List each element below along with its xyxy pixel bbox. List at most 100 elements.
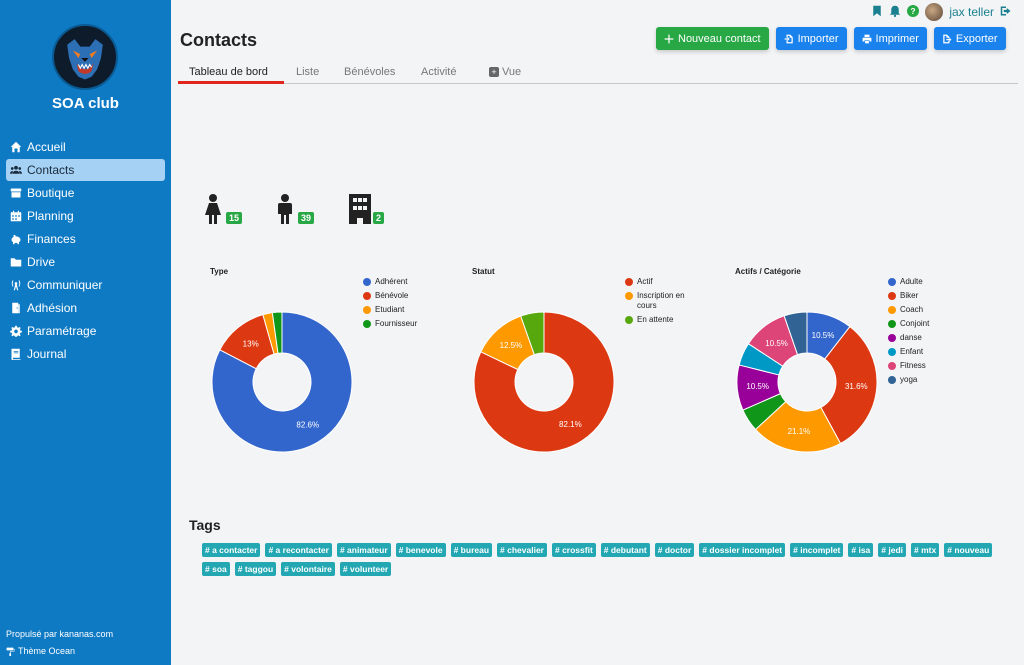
theme-label: Thème Ocean: [18, 646, 76, 656]
sidebar-item-accueil[interactable]: Accueil: [6, 136, 165, 158]
legend-label: Bénévole: [375, 291, 409, 300]
sidebar-item-planning[interactable]: Planning: [6, 205, 165, 227]
import-button[interactable]: Importer: [775, 27, 847, 50]
tab-tableau-de-bord[interactable]: Tableau de bord: [189, 66, 268, 78]
tag-chip[interactable]: # chevalier: [497, 543, 547, 557]
legend-label: En attente: [637, 315, 674, 324]
button-label: Importer: [797, 32, 839, 45]
legend-item[interactable]: Enfant: [888, 347, 960, 357]
stat-female: 15: [201, 193, 243, 225]
legend-item[interactable]: Actif: [625, 277, 697, 287]
legend-item[interactable]: Inscription en cours: [625, 291, 697, 311]
legend-item[interactable]: Coach: [888, 305, 960, 315]
legend-item[interactable]: Biker: [888, 291, 960, 301]
chart-title: Statut: [472, 267, 495, 276]
page-title: Contacts: [180, 30, 258, 50]
tag-chip[interactable]: # debutant: [600, 543, 650, 557]
print-button[interactable]: Imprimer: [853, 27, 927, 50]
logout-icon[interactable]: [1000, 5, 1012, 20]
tag-chip[interactable]: # a recontacter: [265, 543, 332, 557]
legend-item[interactable]: Fournisseur: [363, 319, 435, 329]
slice-yoga[interactable]: [783, 311, 808, 356]
legend-label: Conjoint: [900, 319, 930, 328]
slice-coach[interactable]: [754, 400, 842, 453]
slice-fournisseur[interactable]: [271, 311, 283, 354]
legend-item[interactable]: Bénévole: [363, 291, 435, 301]
piggy-bank-icon: [9, 232, 23, 246]
legend-item[interactable]: En attente: [625, 315, 697, 325]
slice-biker[interactable]: [820, 325, 878, 445]
legend-swatch: [888, 334, 896, 342]
tag-chip[interactable]: # mtx: [911, 543, 940, 557]
legend-item[interactable]: Conjoint: [888, 319, 960, 329]
users-icon: [9, 163, 23, 177]
donut-chart-statut: 82.1% 12.5%: [473, 311, 615, 453]
legend-item[interactable]: Adulte: [888, 277, 960, 287]
new-contact-button[interactable]: Nouveau contact: [656, 27, 769, 50]
theme-selector[interactable]: Thème Ocean: [6, 646, 75, 656]
tag-chip[interactable]: # benevole: [395, 543, 446, 557]
file-import-icon: [784, 34, 793, 43]
slice-en-attente[interactable]: [520, 311, 545, 356]
export-button[interactable]: Exporter: [933, 27, 1006, 50]
legend-swatch: [363, 292, 371, 300]
tab-benevoles[interactable]: Bénévoles: [344, 66, 396, 78]
tag-chip[interactable]: # volunteer: [339, 562, 392, 576]
help-icon[interactable]: ?: [907, 4, 920, 20]
club-name: SOA club: [52, 95, 119, 112]
tag-chip[interactable]: # bureau: [450, 543, 493, 557]
sidebar-item-journal[interactable]: Journal: [6, 343, 165, 365]
tab-activite[interactable]: Activité: [421, 66, 457, 78]
plus-icon: [664, 34, 674, 43]
bear-logo-icon: [55, 27, 115, 87]
legend-label: yoga: [900, 375, 918, 384]
avatar[interactable]: [925, 3, 944, 21]
tag-chip[interactable]: # crossfit: [551, 543, 596, 557]
sidebar: SOA club Accueil Contacts Boutique Plann…: [0, 0, 171, 665]
tab-liste[interactable]: Liste: [296, 66, 320, 78]
tag-chip[interactable]: # incomplet: [790, 543, 844, 557]
tag-chip[interactable]: # isa: [848, 543, 874, 557]
legend-item[interactable]: Fitness: [888, 361, 960, 371]
button-label: Nouveau contact: [678, 32, 761, 45]
tag-chip[interactable]: # jedi: [878, 543, 907, 557]
slice-adhérent[interactable]: [211, 311, 353, 453]
legend-label: Fournisseur: [375, 319, 418, 328]
sidebar-item-contacts[interactable]: Contacts: [6, 159, 165, 181]
legend-swatch: [625, 278, 633, 286]
tag-chip[interactable]: # animateur: [336, 543, 391, 557]
tag-chip[interactable]: # taggou: [234, 562, 277, 576]
legend-label: Fitness: [900, 361, 926, 370]
tag-chip[interactable]: # a contacter: [202, 543, 261, 557]
sidebar-item-drive[interactable]: Drive: [6, 251, 165, 273]
user-name[interactable]: jax teller: [949, 5, 994, 19]
donut-chart-actifs-categorie: 10.5% 31.6% 21.1% 10.5% 10.5%: [736, 311, 878, 453]
legend-item[interactable]: Adhérent: [363, 277, 435, 287]
calendar-icon: [9, 209, 23, 223]
bookmark-icon[interactable]: [871, 5, 883, 20]
plus-square-icon: +: [489, 67, 499, 77]
sidebar-item-label: Paramétrage: [27, 324, 97, 338]
tag-chip[interactable]: # dossier incomplet: [699, 543, 786, 557]
tag-chip[interactable]: # nouveau: [944, 543, 993, 557]
legend-item[interactable]: yoga: [888, 375, 960, 385]
sidebar-item-communiquer[interactable]: Communiquer: [6, 274, 165, 296]
slice-label: 12.5%: [500, 341, 523, 350]
legend-label: Etudiant: [375, 305, 405, 314]
slice-actif[interactable]: [473, 311, 615, 453]
sidebar-item-parametrage[interactable]: Paramétrage: [6, 320, 165, 342]
tag-chip[interactable]: # doctor: [654, 543, 695, 557]
sidebar-item-finances[interactable]: Finances: [6, 228, 165, 250]
bell-icon[interactable]: [889, 5, 901, 20]
printer-icon: [862, 34, 871, 43]
legend-item[interactable]: Etudiant: [363, 305, 435, 315]
sidebar-item-label: Contacts: [27, 163, 75, 177]
sidebar-item-boutique[interactable]: Boutique: [6, 182, 165, 204]
powered-by-link[interactable]: Propulsé par kananas.com: [6, 629, 114, 639]
club-logo[interactable]: [52, 24, 118, 90]
tag-chip[interactable]: # soa: [202, 562, 230, 576]
legend-item[interactable]: danse: [888, 333, 960, 343]
tab-vue[interactable]: + Vue: [489, 66, 521, 78]
sidebar-item-adhesion[interactable]: Adhésion: [6, 297, 165, 319]
tag-chip[interactable]: # volontaire: [281, 562, 335, 576]
